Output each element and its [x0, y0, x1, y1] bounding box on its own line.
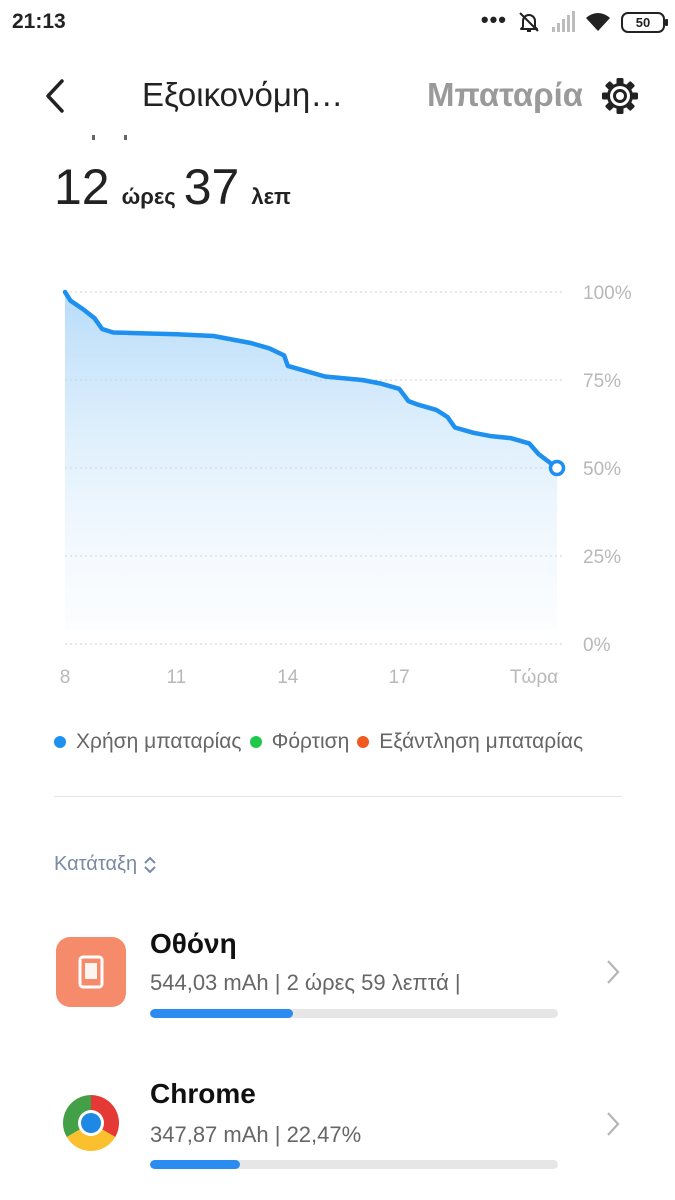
legend-dot-charging: [249, 736, 262, 748]
legend-label: Εξάντληση μπαταρίας: [379, 730, 584, 753]
y-tick-label: 75%: [583, 371, 621, 392]
battery-usage-area: [65, 292, 557, 630]
battery-level-chart: 100% 75% 50% 25% 0% 8 11 14 17 Τώρα: [60, 283, 632, 688]
legend-item-battery-drain: Εξάντληση μπαταρίας: [357, 730, 583, 754]
tab-battery[interactable]: Μπαταρία: [427, 76, 582, 113]
remaining-hours: 12: [54, 159, 110, 215]
app-name: Οθόνη: [150, 928, 237, 959]
clipped-label-remnant: [92, 128, 132, 140]
app-row-screen[interactable]: Οθόνη 544,03 mAh | 2 ώρες 59 λεπτά |: [0, 920, 675, 1050]
app-name: Chrome: [150, 1078, 256, 1109]
x-tick-label: Τώρα: [510, 667, 558, 688]
remaining-time: 12 ώρες 37 λεπ: [54, 158, 299, 216]
legend-item-charging: Φόρτιση: [249, 730, 350, 754]
signal-icon: [552, 11, 575, 32]
header: Εξοικονόμη… Μπαταρία: [0, 60, 675, 132]
divider: [54, 796, 622, 797]
wifi-icon: [586, 13, 610, 31]
app-usage-stats: 544,03 mAh | 2 ώρες 59 λεπτά |: [150, 970, 461, 995]
y-tick-label: 0%: [583, 635, 611, 656]
chevron-right-icon: [607, 1112, 620, 1136]
remaining-minutes-unit: λεπ: [251, 184, 291, 209]
remaining-minutes: 37: [183, 159, 240, 215]
more-notifications-icon: •••: [480, 7, 507, 32]
status-icons: ••• 50: [480, 7, 668, 35]
tab-power-saving[interactable]: Εξοικονόμη…: [142, 76, 344, 113]
status-bar: 21:13 ••• 50: [0, 0, 675, 46]
sort-label: Κατάταξη: [54, 853, 138, 875]
app-row-chrome[interactable]: Chrome 347,87 mAh | 22,47%: [0, 1070, 675, 1200]
muted-bell-icon: [519, 12, 539, 32]
back-arrow-icon[interactable]: [40, 78, 70, 114]
chart-legend: Χρήση μπαταρίας Φόρτιση Εξάντληση μπαταρ…: [54, 730, 591, 754]
app-usage-stats: 347,87 mAh | 22,47%: [150, 1122, 362, 1147]
y-tick-label: 100%: [583, 283, 632, 304]
usage-bar-fill: [150, 1009, 293, 1018]
legend-dot-battery-usage: [54, 736, 66, 748]
sort-dropdown[interactable]: Κατάταξη: [54, 853, 157, 876]
remaining-hours-unit: ώρες: [121, 184, 176, 209]
y-tick-label: 50%: [583, 459, 621, 480]
legend-item-battery-usage: Χρήση μπαταρίας: [54, 730, 242, 754]
status-time: 21:13: [12, 10, 66, 33]
chevron-right-icon: [607, 960, 620, 984]
x-tick-label: 8: [60, 667, 71, 688]
x-tick-label: 11: [167, 667, 187, 688]
sort-chevrons-icon: [144, 856, 156, 873]
usage-bar: [150, 1009, 558, 1018]
usage-bar-fill: [150, 1160, 240, 1169]
battery-indicator: 50: [621, 11, 668, 33]
gear-icon[interactable]: [600, 76, 640, 116]
current-level-marker: [548, 459, 566, 477]
screen-icon: [56, 937, 126, 1007]
chrome-icon: [56, 1087, 126, 1157]
usage-bar: [150, 1160, 558, 1169]
battery-usage-line: [62, 289, 560, 471]
legend-label: Φόρτιση: [271, 730, 350, 753]
legend-label: Χρήση μπαταρίας: [76, 730, 242, 753]
y-tick-label: 25%: [583, 547, 621, 568]
x-tick-label: 17: [389, 667, 410, 688]
x-tick-label: 14: [277, 667, 299, 688]
legend-dot-battery-drain: [357, 736, 370, 748]
